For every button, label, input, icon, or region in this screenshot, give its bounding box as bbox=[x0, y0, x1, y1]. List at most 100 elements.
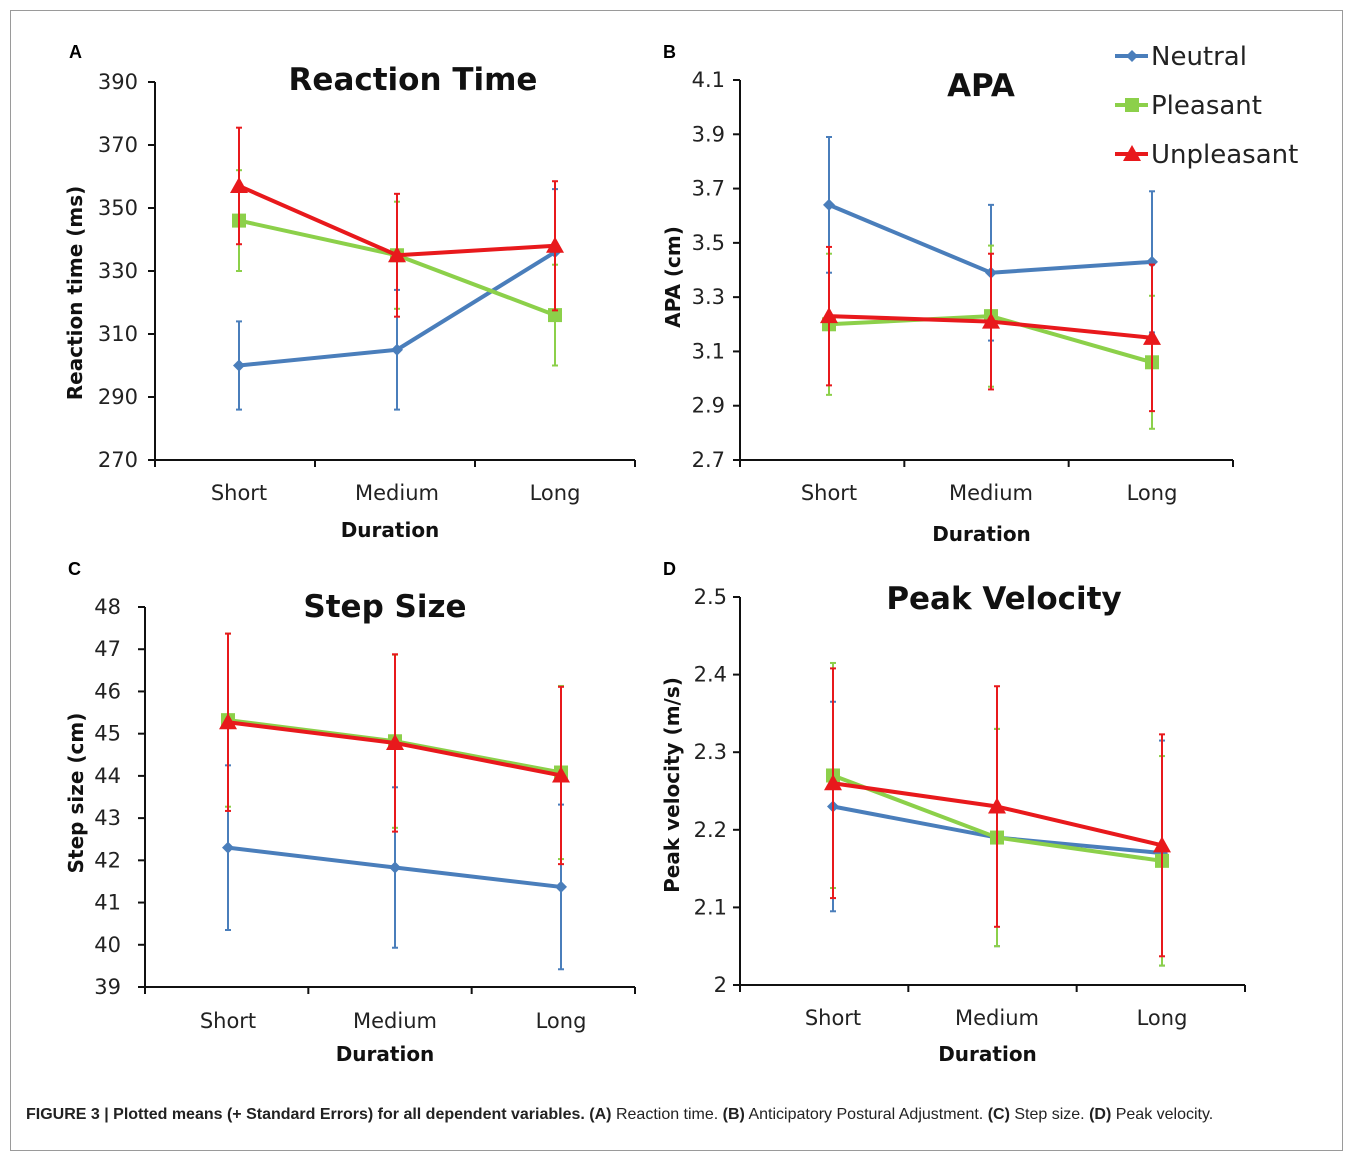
y-tick-label: 4.1 bbox=[692, 68, 725, 92]
y-tick-label: 41 bbox=[94, 891, 121, 915]
x-tick-label: Short bbox=[805, 1006, 861, 1030]
data-point bbox=[1153, 836, 1171, 853]
legend-label: Neutral bbox=[1151, 42, 1247, 72]
data-point bbox=[391, 343, 403, 356]
y-tick-label: 290 bbox=[98, 385, 138, 409]
data-point bbox=[230, 176, 248, 193]
legend: Neutral Pleasant Unpleasant bbox=[1115, 42, 1298, 170]
y-tick-label: 47 bbox=[94, 637, 121, 661]
legend-item-unpleasant: Unpleasant bbox=[1115, 140, 1298, 170]
y-tick-label: 44 bbox=[94, 764, 121, 788]
x-tick-label: Short bbox=[801, 481, 857, 505]
series-unpleasant bbox=[219, 632, 570, 866]
chart-panel-c: C Step Size 39 40 41 42 43 44 45 46 47 48 Short Mediu… bbox=[64, 559, 636, 1066]
panel-letter: B bbox=[663, 42, 676, 62]
y-tick-label: 3.5 bbox=[692, 231, 725, 255]
panel-letter: C bbox=[68, 559, 81, 579]
x-axis-label: Duration bbox=[341, 518, 440, 542]
y-tick-label: 3.9 bbox=[692, 122, 725, 146]
figure-svg: A Reaction Time 270 290 310 330 350 370 390 Short… bbox=[63, 42, 1298, 1066]
x-tick-label: Long bbox=[536, 1009, 587, 1033]
y-tick-label: 370 bbox=[98, 133, 138, 157]
caption-d-label: (D) bbox=[1089, 1106, 1112, 1123]
data-point bbox=[548, 308, 562, 323]
data-point bbox=[820, 307, 838, 324]
legend-item-neutral: Neutral bbox=[1115, 42, 1247, 72]
caption-c-text: Step size. bbox=[1009, 1106, 1090, 1123]
y-tick-label: 43 bbox=[94, 806, 121, 830]
y-tick-label: 2.1 bbox=[694, 895, 727, 919]
data-point bbox=[546, 236, 564, 253]
caption-figure-label: FIGURE 3 | Plotted means (+ Standard Err… bbox=[26, 1106, 585, 1123]
x-tick-label: Medium bbox=[353, 1009, 437, 1033]
y-axis-label: Step size (cm) bbox=[64, 713, 88, 874]
series-unpleasant bbox=[824, 667, 1171, 958]
data-point bbox=[1143, 328, 1161, 345]
y-axis-label: Reaction time (ms) bbox=[63, 186, 87, 400]
legend-marker bbox=[1125, 98, 1139, 112]
chart-title: Peak Velocity bbox=[886, 581, 1121, 617]
y-tick-label: 45 bbox=[94, 722, 121, 746]
legend-marker bbox=[1126, 50, 1138, 62]
legend-label: Pleasant bbox=[1151, 91, 1262, 121]
series-unpleasant bbox=[820, 245, 1161, 413]
x-tick-label: Medium bbox=[955, 1006, 1039, 1030]
chart-title: APA bbox=[947, 68, 1015, 104]
y-tick-label: 330 bbox=[98, 259, 138, 283]
legend-marker bbox=[1123, 145, 1141, 161]
data-point bbox=[982, 312, 1000, 329]
y-tick-label: 2.2 bbox=[694, 818, 727, 842]
series-unpleasant bbox=[230, 126, 564, 318]
data-point bbox=[222, 841, 234, 854]
data-point bbox=[233, 359, 245, 372]
x-tick-label: Long bbox=[1127, 481, 1178, 505]
y-tick-label: 42 bbox=[94, 848, 121, 872]
data-point bbox=[823, 198, 835, 211]
panel-letter: A bbox=[69, 42, 82, 62]
caption-c-label: (C) bbox=[987, 1106, 1010, 1123]
x-tick-label: Medium bbox=[949, 481, 1033, 505]
y-tick-label: 46 bbox=[94, 679, 121, 703]
figure-frame bbox=[10, 10, 1343, 1151]
y-tick-label: 39 bbox=[94, 975, 121, 999]
y-axis-label: APA (cm) bbox=[661, 226, 685, 328]
y-tick-label: 3.7 bbox=[692, 177, 725, 201]
legend-item-pleasant: Pleasant bbox=[1115, 91, 1262, 121]
y-tick-label: 2.4 bbox=[694, 663, 727, 687]
figure-caption: FIGURE 3 | Plotted means (+ Standard Err… bbox=[26, 1103, 1326, 1127]
y-tick-label: 48 bbox=[94, 595, 121, 619]
y-tick-label: 270 bbox=[98, 448, 138, 472]
caption-b-label: (B) bbox=[722, 1106, 745, 1123]
y-tick-label: 350 bbox=[98, 196, 138, 220]
chart-title: Step Size bbox=[303, 589, 466, 625]
legend-label: Unpleasant bbox=[1151, 140, 1298, 170]
caption-d-text: Peak velocity. bbox=[1111, 1106, 1214, 1123]
data-point bbox=[386, 733, 404, 750]
x-axis-label: Duration bbox=[932, 522, 1031, 546]
y-tick-label: 3.1 bbox=[692, 339, 725, 363]
y-tick-label: 3.3 bbox=[692, 285, 725, 309]
y-tick-label: 2.9 bbox=[692, 394, 725, 418]
chart-panel-a: A Reaction Time 270 290 310 330 350 370 390 Short… bbox=[63, 42, 636, 542]
y-tick-label: 40 bbox=[94, 933, 121, 957]
x-tick-label: Short bbox=[200, 1009, 256, 1033]
x-tick-label: Long bbox=[530, 481, 581, 505]
y-tick-label: 2.3 bbox=[694, 740, 727, 764]
y-tick-label: 2.7 bbox=[692, 448, 725, 472]
caption-a-text: Reaction time. bbox=[611, 1106, 723, 1123]
data-point bbox=[219, 713, 237, 730]
y-axis-label: Peak velocity (m/s) bbox=[660, 677, 684, 893]
chart-panel-d: D Peak Velocity 2 2.1 2.2 2.3 2.4 2.5 Short Mediu… bbox=[660, 559, 1246, 1066]
data-point bbox=[388, 246, 406, 263]
data-point bbox=[552, 766, 570, 783]
data-point bbox=[988, 797, 1006, 814]
y-tick-label: 2.5 bbox=[694, 585, 727, 609]
caption-b-text: Anticipatory Postural Adjustment. bbox=[744, 1106, 988, 1123]
data-point bbox=[555, 880, 567, 893]
panel-letter: D bbox=[663, 559, 676, 579]
caption-a-label: (A) bbox=[589, 1106, 612, 1123]
y-tick-label: 2 bbox=[714, 973, 727, 997]
y-tick-label: 310 bbox=[98, 322, 138, 346]
x-tick-label: Medium bbox=[355, 481, 439, 505]
x-axis-label: Duration bbox=[938, 1042, 1037, 1066]
